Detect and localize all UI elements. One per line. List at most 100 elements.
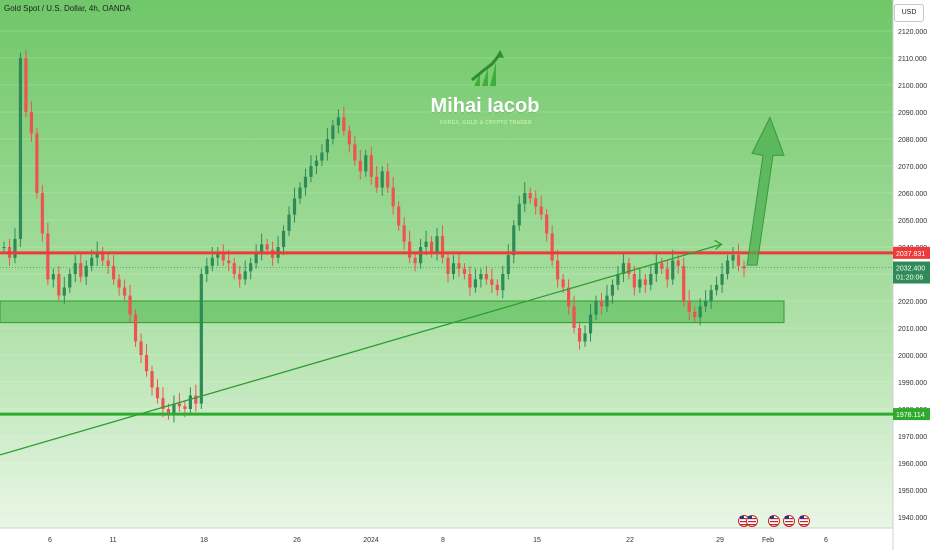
y-tick-label: 2100.000: [898, 83, 927, 90]
candle-body: [183, 406, 187, 409]
x-tick-label: 15: [533, 537, 541, 544]
candle-body: [95, 252, 99, 258]
candle-body: [698, 306, 702, 318]
candle-body: [632, 274, 636, 288]
candle-body: [380, 171, 384, 188]
candle-body: [556, 260, 560, 280]
candle-body: [451, 263, 456, 274]
candle-body: [654, 263, 658, 274]
candle-body: [79, 263, 83, 277]
y-tick-label: 1970.000: [898, 434, 927, 441]
candle-body: [484, 274, 488, 280]
candle-body: [709, 290, 713, 301]
us-flag-icon[interactable]: [798, 515, 810, 527]
candle-body: [2, 247, 6, 248]
trendline: [0, 243, 722, 456]
candle-body: [402, 225, 406, 242]
candle-body: [687, 301, 691, 312]
candle-body: [534, 198, 538, 207]
y-tick-label: 2050.000: [898, 218, 927, 225]
us-flag-icon[interactable]: [746, 515, 758, 527]
candle-body: [29, 112, 34, 134]
candle-body: [216, 252, 220, 258]
candle-body: [101, 252, 105, 261]
candle-body: [364, 155, 368, 172]
candle-body: [440, 236, 445, 258]
y-tick-label: 2060.000: [898, 191, 927, 198]
candle-body: [528, 193, 532, 199]
candle-body: [643, 279, 647, 285]
resistance-price-label: 2037.831: [896, 251, 925, 258]
time-axis-panel: [0, 528, 893, 550]
watermark-tagline: FOREX, GOLD & CRYPTO TRADER: [440, 120, 532, 126]
candle-body: [720, 274, 724, 285]
trendline-arrowhead: [714, 239, 723, 250]
candle-body: [128, 295, 132, 315]
candle-body: [292, 198, 297, 215]
candle-body: [24, 58, 28, 112]
candle-body: [122, 287, 127, 296]
candle-body: [369, 155, 373, 177]
candle-body: [117, 279, 121, 288]
y-tick-label: 2090.000: [898, 110, 927, 117]
candle-body: [90, 257, 94, 266]
candle-body: [566, 287, 571, 307]
us-flag-icon[interactable]: [783, 515, 795, 527]
candle-body: [468, 274, 472, 288]
candle-body: [588, 314, 593, 334]
x-tick-label: 11: [109, 537, 116, 544]
candle-body: [358, 160, 362, 172]
y-tick-label: 1990.000: [898, 380, 927, 387]
candle-body: [62, 287, 66, 296]
candle-body: [298, 187, 302, 199]
x-tick-label: 2024: [363, 537, 379, 544]
resistance-price-tag: [893, 246, 930, 259]
x-tick-label: 6: [48, 537, 52, 544]
y-tick-label: 2110.000: [898, 56, 927, 63]
candle-body: [194, 395, 198, 404]
candle-body: [572, 306, 576, 328]
candle-body: [210, 257, 214, 266]
candle-body: [539, 206, 543, 215]
candle-body: [605, 295, 609, 307]
candle-body: [665, 268, 669, 280]
candle-body: [517, 203, 521, 226]
x-tick-label: 18: [200, 537, 208, 544]
candle-body: [260, 244, 264, 253]
candle-body: [577, 328, 582, 342]
candle-body: [40, 193, 44, 234]
candle-body: [660, 263, 664, 269]
candle-body: [161, 398, 165, 409]
candle-body: [550, 233, 554, 261]
candle-body: [46, 233, 50, 280]
candle-body: [693, 311, 697, 318]
support-price-tag: [893, 408, 930, 421]
candle-body: [172, 403, 176, 415]
candle-body: [682, 265, 686, 301]
candle-body: [188, 395, 192, 409]
candle-body: [353, 144, 357, 161]
candle-body: [227, 260, 231, 264]
candle-body: [150, 371, 154, 388]
candle-body: [232, 263, 236, 274]
symbol-title: Gold Spot / U.S. Dollar, 4h, OANDA: [4, 4, 131, 13]
candle-body: [671, 260, 675, 280]
candle-body: [144, 355, 149, 372]
candle-body: [512, 225, 516, 256]
candle-body: [68, 274, 72, 288]
candle-body: [112, 265, 116, 280]
candle-body: [309, 166, 313, 177]
candle-body: [314, 160, 319, 166]
candle-body: [506, 255, 510, 274]
y-tick-label: 2020.000: [898, 299, 927, 306]
candle-body: [243, 271, 247, 280]
current-price-label: 2032.400: [896, 266, 925, 273]
currency-button[interactable]: USD: [894, 4, 924, 22]
us-flag-icon[interactable]: [768, 515, 780, 527]
candle-body: [714, 284, 719, 291]
candle-body: [616, 274, 620, 285]
candle-body: [205, 265, 209, 274]
candle-body: [649, 274, 653, 285]
x-tick-label: Feb: [762, 537, 774, 544]
